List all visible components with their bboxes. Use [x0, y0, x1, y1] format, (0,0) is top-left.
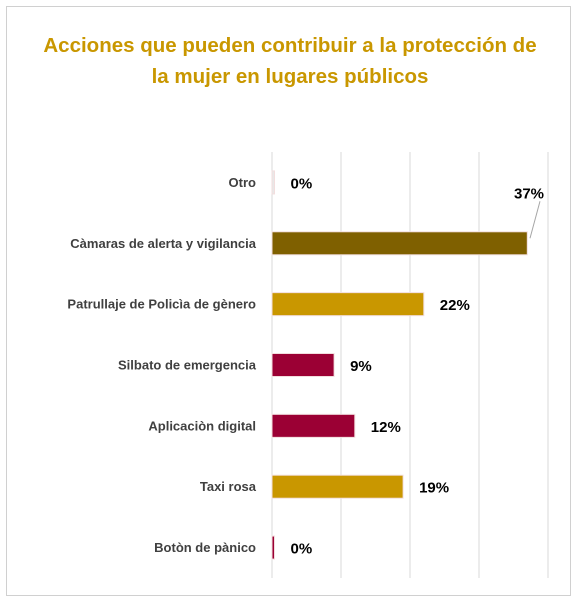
data-label: 22% [440, 297, 470, 314]
category-label: Otro [229, 175, 257, 190]
category-label: Taxi rosa [200, 479, 257, 494]
data-label: 9% [350, 358, 372, 375]
data-label: 0% [291, 541, 313, 558]
chart-title: Acciones que pueden contribuir a la prot… [43, 34, 537, 88]
data-label: 0% [291, 175, 313, 192]
category-label: Càmaras de alerta y vigilancia [70, 236, 256, 251]
bar [271, 353, 335, 377]
data-label: 19% [419, 480, 449, 497]
bar [271, 535, 275, 560]
category-label: Botòn de pànico [154, 540, 256, 555]
data-label: 12% [371, 419, 401, 436]
leader-line [529, 201, 541, 239]
category-label: Patrullaje de Policìa de gènero [67, 297, 256, 312]
bar [271, 170, 275, 195]
bar [271, 474, 404, 499]
data-label: 37% [514, 185, 544, 202]
bar [271, 413, 356, 438]
category-label: Aplicaciòn digital [148, 418, 256, 433]
bar [271, 292, 425, 317]
bar [271, 231, 528, 256]
category-label: Silbato de emergencia [118, 358, 257, 373]
